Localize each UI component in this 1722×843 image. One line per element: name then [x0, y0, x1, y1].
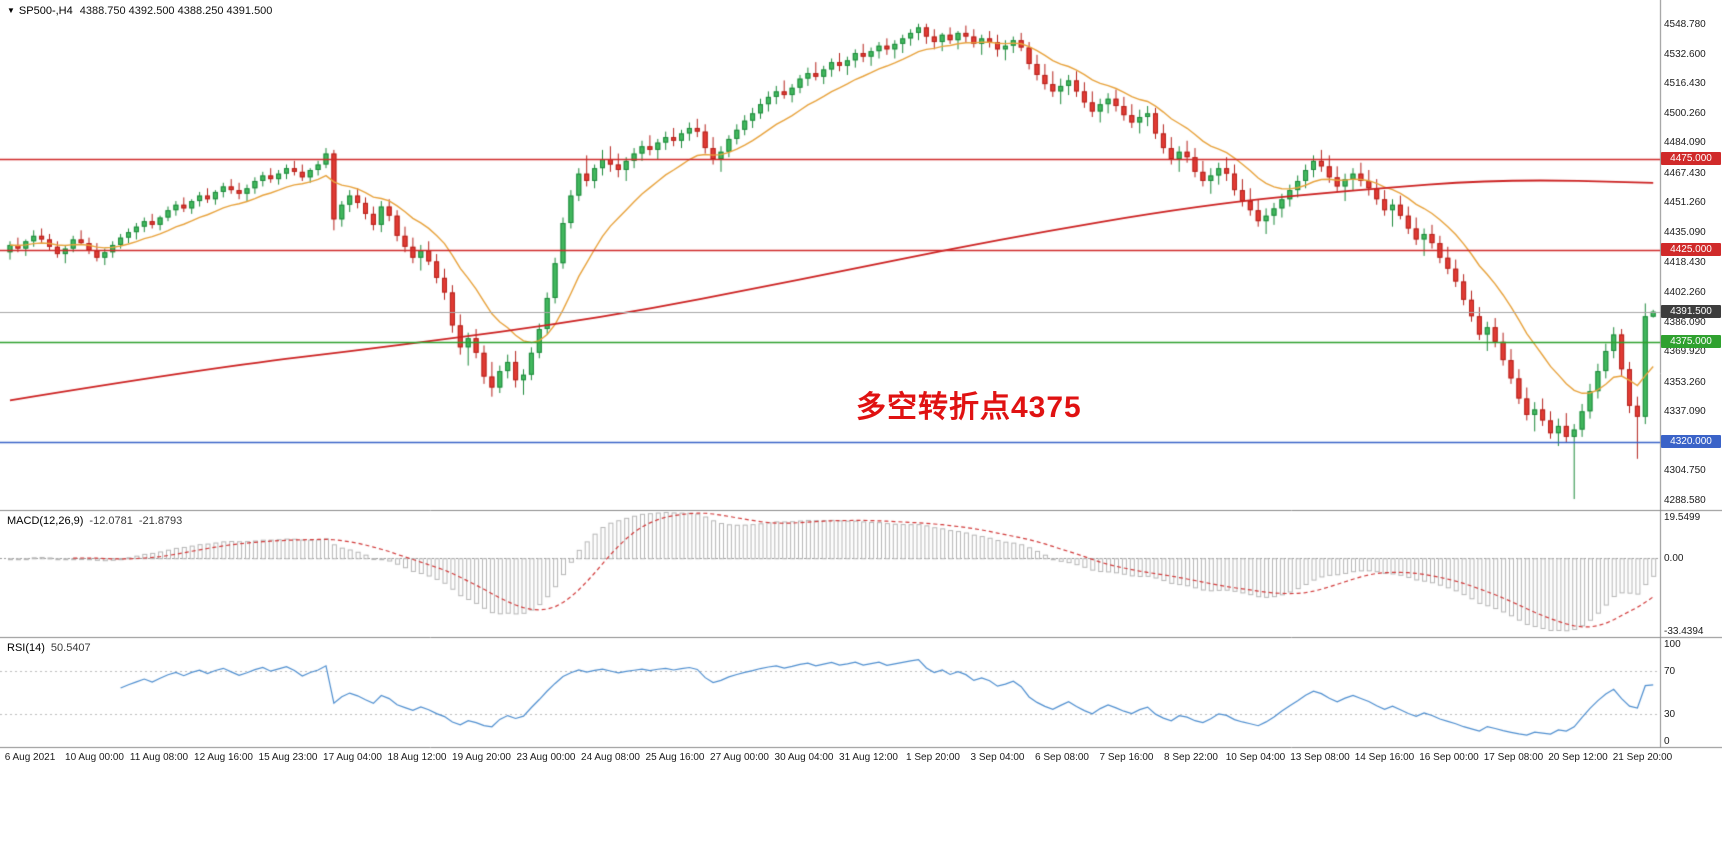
macd-signal-value: -21.8793	[138, 515, 183, 527]
macd-title: MACD(12,26,9)	[7, 515, 84, 527]
time-label: 20 Sep 12:00	[1548, 752, 1608, 763]
time-label: 24 Aug 08:00	[581, 752, 640, 763]
time-label: 10 Aug 00:00	[65, 752, 124, 763]
rsi-header: RSI(14) 50.5407	[7, 642, 91, 654]
price-tick: 4402.260	[1664, 286, 1706, 298]
price-level-tag-4320.000[interactable]: 4320.000	[1661, 435, 1721, 449]
macd-main-value: -12.0781	[89, 515, 133, 527]
price-axis[interactable]: 4548.780 4532.600 4516.430 4500.260 4484.090…	[1661, 0, 1722, 747]
rsi-value: 50.5407	[50, 642, 91, 654]
time-axis[interactable]: 6 Aug 2021 10 Aug 00:00 11 Aug 08:00 12 Aug…	[0, 750, 1722, 768]
symbol-marker-icon[interactable]: ▼	[7, 6, 15, 15]
macd-axis-tick: 19.5499	[1664, 512, 1701, 523]
price-tick: 4467.430	[1664, 167, 1706, 179]
rsi-axis-tick: 100	[1664, 639, 1681, 650]
time-label: 8 Sep 22:00	[1164, 752, 1218, 763]
price-tick: 4337.090	[1664, 406, 1706, 418]
symbol-name: SP500-,H4	[18, 5, 73, 17]
rsi-axis-tick: 0	[1664, 736, 1670, 747]
symbol-ohlc-values: 4388.750 4392.500 4388.250 4391.500	[79, 5, 273, 17]
time-label: 19 Aug 20:00	[452, 752, 511, 763]
rsi-axis-tick: 30	[1664, 709, 1676, 721]
time-label: 31 Aug 12:00	[839, 752, 898, 763]
time-label: 7 Sep 16:00	[1099, 752, 1154, 763]
current-price-tag: 4391.500	[1661, 304, 1721, 318]
time-label: 18 Aug 12:00	[387, 752, 447, 763]
time-label: 10 Sep 04:00	[1225, 752, 1286, 763]
time-label: 12 Aug 16:00	[194, 752, 253, 763]
price-tick: 4435.090	[1664, 226, 1706, 238]
time-label: 13 Sep 08:00	[1290, 752, 1350, 763]
price-level-tag-4475.000[interactable]: 4475.000	[1661, 152, 1721, 166]
price-tick: 4288.580	[1664, 494, 1706, 506]
time-label: 23 Aug 00:00	[516, 752, 576, 763]
time-label: 30 Aug 04:00	[774, 752, 834, 763]
symbol-header: ▼ SP500-,H4 4388.750 4392.500 4388.250 439…	[7, 5, 272, 17]
time-label: 17 Sep 08:00	[1483, 752, 1544, 763]
time-label: 27 Aug 00:00	[710, 752, 769, 763]
time-label: 17 Aug 04:00	[323, 752, 382, 763]
time-label: 25 Aug 16:00	[645, 752, 705, 763]
price-tick: 4516.430	[1664, 78, 1706, 90]
price-tick: 4451.260	[1664, 197, 1706, 209]
rsi-axis-tick: 70	[1664, 665, 1676, 677]
macd-axis-tick: -33.4394	[1664, 626, 1704, 637]
price-tick: 4418.430	[1664, 257, 1706, 269]
time-label: 3 Sep 04:00	[970, 752, 1025, 763]
time-label: 11 Aug 08:00	[129, 752, 189, 763]
macd-header: MACD(12,26,9) -12.0781 -21.8793	[7, 515, 182, 527]
time-label: 6 Aug 2021	[4, 752, 56, 763]
time-label: 14 Sep 16:00	[1354, 752, 1415, 763]
annotation-text[interactable]: 多空转折点4375	[856, 391, 1082, 424]
macd-axis-tick: 0.00	[1664, 553, 1684, 565]
price-tick: 4369.920	[1664, 346, 1706, 358]
price-level-tag-4425.000[interactable]: 4425.000	[1661, 243, 1721, 257]
price-tick: 4500.260	[1664, 107, 1706, 119]
time-label: 21 Sep 20:00	[1612, 752, 1673, 763]
time-label: 6 Sep 08:00	[1035, 752, 1089, 763]
price-level-tag-4375.000[interactable]: 4375.000	[1661, 334, 1721, 348]
price-tick: 4484.090	[1664, 137, 1706, 149]
price-tick: 4386.090	[1664, 316, 1706, 328]
price-tick: 4532.600	[1664, 48, 1706, 60]
rsi-title: RSI(14)	[7, 642, 45, 654]
price-tick: 4548.780	[1664, 19, 1706, 31]
price-tick: 4304.750	[1664, 465, 1706, 477]
time-label: 1 Sep 20:00	[906, 752, 960, 763]
time-label: 16 Sep 00:00	[1419, 752, 1479, 763]
time-label: 15 Aug 23:00	[258, 752, 318, 763]
price-tick: 4353.260	[1664, 376, 1706, 388]
